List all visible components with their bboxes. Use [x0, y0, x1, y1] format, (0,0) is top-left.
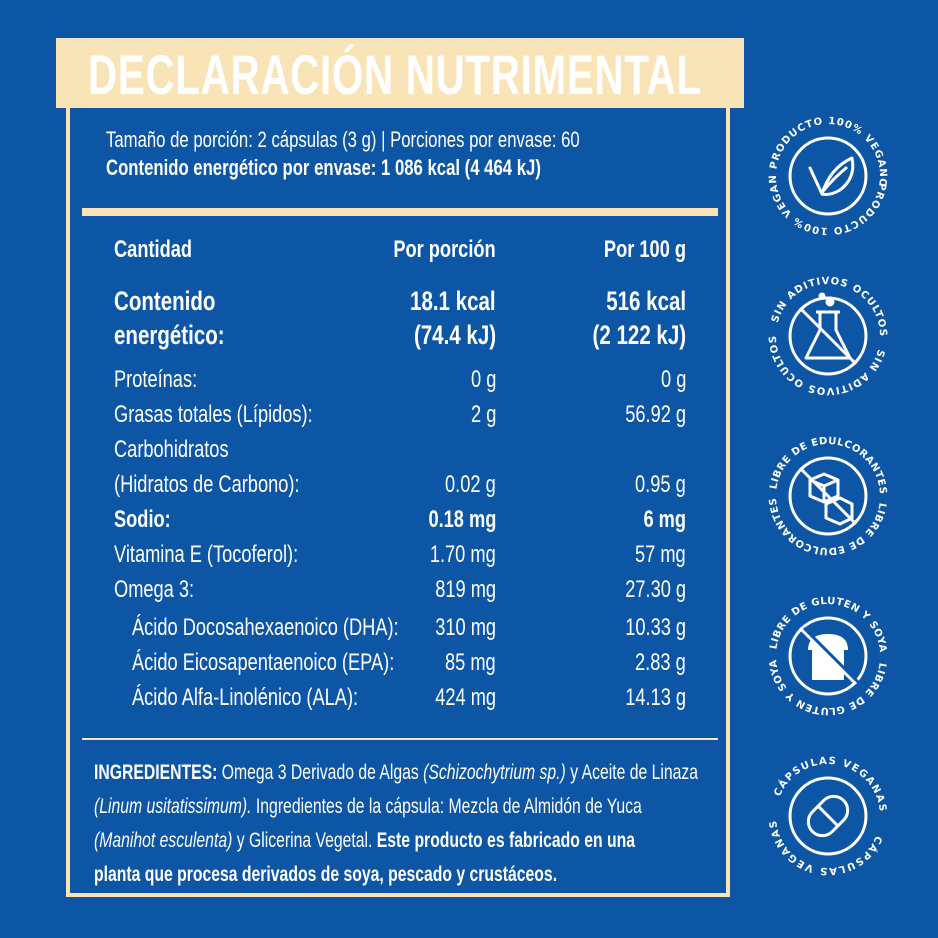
row-per-portion: 0.18 mg [428, 506, 496, 533]
row-per-100g: 14.13 g [625, 684, 686, 711]
svg-text:LIBRE DE EDULCORANTES: LIBRE DE EDULCORANTES [768, 436, 888, 495]
svg-text:LIBRE DE EDULCORANTES: LIBRE DE EDULCORANTES [768, 497, 888, 556]
ingredients-text: y Glicerina Vegetal. [236, 829, 373, 852]
table-row: Ácido Docosahexaenoico (DHA): 310 mg 10.… [0, 614, 938, 648]
badge-text: CÁPSULAS VEGANAS [768, 819, 882, 877]
energy-100g-kcal: 516 kcal [606, 286, 686, 316]
row-per-portion: 1.70 mg [430, 541, 496, 568]
ingredients-italic: (Manihot esculenta) [94, 829, 233, 852]
header-cantidad: Cantidad [114, 236, 193, 263]
header-por-porcion: Por porción [393, 236, 496, 263]
table-header-row: Cantidad Por porción Por 100 g [0, 236, 938, 270]
row-per-portion: 819 mg [435, 576, 496, 603]
badge-text: PRODUCTO 100% VEGANO [760, 108, 887, 236]
label-frame [66, 100, 730, 897]
energy-row-2: energético: (74.4 kJ) (2 122 kJ) [0, 320, 938, 354]
capsule-icon [806, 794, 850, 838]
divider-ingredients [82, 738, 718, 740]
svg-text:SIN ADITIVOS OCULTOS: SIN ADITIVOS OCULTOS [770, 276, 888, 337]
badge-no-additives: SIN ADITIVOS OCULTOS SIN ADITIVOS OCULTO… [768, 276, 888, 396]
ingredients-block: INGREDIENTES: Omega 3 Derivado de Algas … [94, 756, 874, 892]
row-per-100g: 6 mg [643, 506, 686, 533]
badge-text: SIN ADITIVOS OCULTOS [768, 335, 885, 396]
table-row: Grasas totales (Lípidos): 2 g 56.92 g [0, 401, 938, 435]
flask-crossed-icon [798, 292, 858, 366]
row-label: Proteínas: [114, 366, 198, 393]
svg-text:SIN ADITIVOS OCULTOS: SIN ADITIVOS OCULTOS [768, 335, 886, 396]
sugar-cubes-crossed-icon [798, 466, 858, 526]
row-label: Ácido Eicosapentaenoico (EPA): [132, 649, 395, 676]
title-band [56, 38, 744, 108]
ingredients-text: Omega 3 Derivado de Algas [221, 761, 419, 784]
badge-vegan: PRODUCTO 100% VEGANO PRODUCTO 100% VEGAN… [760, 108, 888, 236]
row-label: (Hidratos de Carbono): [114, 471, 300, 498]
energy-label-2: energético: [114, 320, 225, 350]
row-per-portion: 0.02 g [445, 471, 496, 498]
row-per-portion: 310 mg [435, 614, 496, 641]
row-per-100g: 2.83 g [635, 649, 686, 676]
svg-text:PRODUCTO 100% VEGANO: PRODUCTO 100% VEGANO [760, 108, 888, 236]
row-per-portion: 0 g [470, 366, 496, 393]
allergen-warning: Este producto es fabricado en una [376, 829, 635, 852]
row-label: Vitamina E (Tocoferol): [114, 541, 299, 568]
table-row: Vitamina E (Tocoferol): 1.70 mg 57 mg [0, 541, 938, 575]
table-row: Sodio: 0.18 mg 6 mg [0, 506, 938, 540]
divider [82, 208, 718, 216]
ingredients-text: y Aceite de Linaza [570, 761, 699, 784]
badge-vegan-capsules: CÁPSULAS VEGANAS CÁPSULAS VEGANAS [768, 756, 888, 877]
ingredients-italic: (Schizochytrium sp.) [423, 761, 566, 784]
row-per-portion: 424 mg [435, 684, 496, 711]
svg-text:CÁPSULAS VEGANAS: CÁPSULAS VEGANAS [768, 819, 884, 877]
row-label: Ácido Alfa-Linolénico (ALA): [132, 684, 359, 711]
energy-portion-kj: (74.4 kJ) [413, 320, 496, 350]
row-per-portion: 2 g [470, 401, 496, 428]
row-per-100g: 0.95 g [635, 471, 686, 498]
row-per-100g: 10.33 g [625, 614, 686, 641]
table-row: (Hidratos de Carbono): 0.02 g 0.95 g [0, 471, 938, 505]
row-label: Grasas totales (Lípidos): [114, 401, 313, 428]
badge-text: SIN ADITIVOS OCULTOS [770, 276, 887, 337]
badge-gluten-soy-free: LIBRE DE GLUTEN Y SOYA LIBRE DE GLUTEN Y… [768, 596, 887, 716]
ingredients-italic: (Linum usitatissimum). [94, 795, 252, 818]
ingredients-heading: INGREDIENTES: [94, 761, 218, 784]
svg-text:CÁPSULAS VEGANAS: CÁPSULAS VEGANAS [772, 756, 888, 814]
energy-100g-kj: (2 122 kJ) [592, 320, 686, 350]
row-label: Ácido Docosahexaenoico (DHA): [132, 614, 399, 641]
energy-row-1: Contenido 18.1 kcal 516 kcal [0, 286, 938, 320]
badge-text: LIBRE DE EDULCORANTES [768, 497, 887, 556]
portion-line-1: Tamaño de porción: 2 cápsulas (3 g) | Po… [106, 127, 580, 152]
row-label: Omega 3: [114, 576, 195, 603]
row-per-100g: 57 mg [635, 541, 686, 568]
portion-info: Tamaño de porción: 2 cápsulas (3 g) | Po… [106, 126, 729, 182]
row-per-100g: 27.30 g [625, 576, 686, 603]
allergen-warning: planta que procesa derivados de soya, pe… [94, 863, 558, 886]
row-label: Sodio: [114, 506, 171, 533]
ingredients-text: Ingredientes de la cápsula: Mezcla de Al… [255, 795, 642, 818]
table-row: Proteínas: 0 g 0 g [0, 366, 938, 400]
row-per-100g: 0 g [660, 366, 686, 393]
badge-text: CÁPSULAS VEGANAS [772, 756, 886, 814]
table-row: Ácido Alfa-Linolénico (ALA): 424 mg 14.1… [0, 684, 938, 718]
energy-portion-kcal: 18.1 kcal [410, 286, 496, 316]
badge-text: LIBRE DE EDULCORANTES [768, 436, 887, 495]
bread-crossed-icon [798, 626, 862, 686]
row-per-100g: 56.92 g [625, 401, 686, 428]
table-row: Carbohidratos [0, 436, 938, 470]
row-per-portion: 85 mg [445, 649, 496, 676]
badge-no-sweeteners: LIBRE DE EDULCORANTES LIBRE DE EDULCORAN… [768, 436, 888, 556]
portion-line-2: Contenido energético por envase: 1 086 k… [106, 155, 541, 180]
leaf-icon [808, 156, 855, 196]
row-label: Carbohidratos [114, 436, 229, 463]
page-title: DECLARACIÓN NUTRIMENTAL [88, 43, 702, 106]
energy-label-1: Contenido [114, 286, 216, 316]
table-row: Omega 3: 819 mg 27.30 g [0, 576, 938, 610]
header-por-100g: Por 100 g [603, 236, 686, 263]
table-row: Ácido Eicosapentaenoico (EPA): 85 mg 2.8… [0, 649, 938, 683]
